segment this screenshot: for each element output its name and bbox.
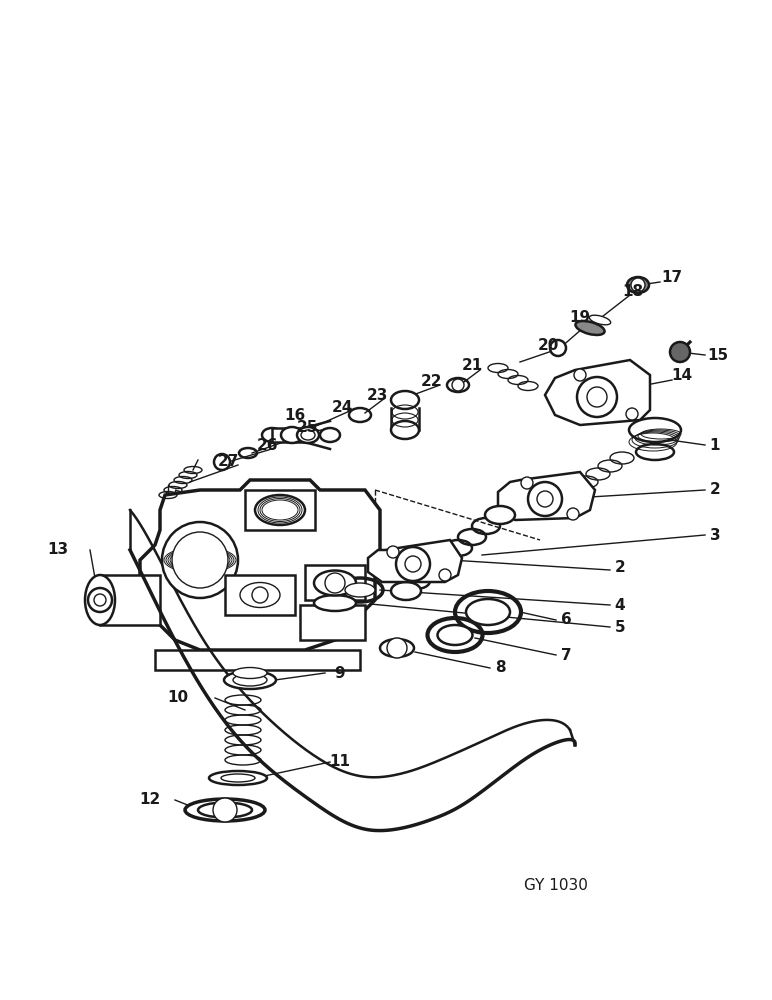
Circle shape: [396, 547, 430, 581]
Circle shape: [88, 588, 112, 612]
Ellipse shape: [221, 774, 255, 782]
Text: 27: 27: [217, 454, 239, 470]
Text: 18: 18: [622, 284, 644, 300]
Ellipse shape: [233, 668, 267, 678]
Polygon shape: [155, 650, 360, 670]
Polygon shape: [368, 540, 462, 582]
Text: GY 1030: GY 1030: [524, 878, 587, 892]
Circle shape: [405, 556, 421, 572]
Polygon shape: [140, 480, 380, 650]
Text: 7: 7: [560, 648, 571, 662]
Circle shape: [452, 379, 464, 391]
Ellipse shape: [627, 277, 649, 293]
Ellipse shape: [198, 802, 252, 818]
Ellipse shape: [224, 671, 276, 689]
Circle shape: [631, 278, 645, 292]
Text: 3: 3: [709, 528, 720, 542]
Circle shape: [521, 477, 533, 489]
Circle shape: [528, 482, 562, 516]
Text: 1: 1: [709, 438, 720, 452]
Text: 11: 11: [330, 754, 350, 770]
Ellipse shape: [466, 599, 510, 625]
Text: 26: 26: [257, 438, 279, 452]
Text: 10: 10: [168, 690, 188, 706]
Text: 8: 8: [495, 660, 506, 676]
Ellipse shape: [629, 418, 681, 442]
Text: 4: 4: [615, 597, 625, 612]
Ellipse shape: [589, 315, 611, 325]
Circle shape: [550, 340, 566, 356]
Circle shape: [214, 454, 230, 470]
Circle shape: [94, 594, 106, 606]
Circle shape: [325, 573, 345, 593]
Ellipse shape: [297, 427, 319, 443]
Polygon shape: [100, 575, 160, 625]
Polygon shape: [245, 490, 315, 530]
Polygon shape: [225, 575, 295, 615]
Ellipse shape: [281, 427, 303, 443]
Ellipse shape: [391, 391, 419, 409]
Polygon shape: [300, 605, 365, 640]
Ellipse shape: [240, 582, 280, 607]
Circle shape: [577, 377, 617, 417]
Circle shape: [439, 569, 451, 581]
Text: 22: 22: [422, 374, 443, 389]
Text: 14: 14: [672, 368, 692, 383]
Text: 2: 2: [709, 483, 720, 497]
Polygon shape: [272, 428, 308, 442]
Text: 12: 12: [140, 792, 161, 808]
Text: 25: 25: [296, 420, 318, 436]
Text: 19: 19: [570, 310, 591, 326]
Ellipse shape: [345, 583, 375, 597]
Text: 6: 6: [560, 612, 571, 628]
Circle shape: [387, 546, 399, 558]
Ellipse shape: [314, 595, 356, 611]
Circle shape: [172, 532, 228, 588]
Ellipse shape: [314, 570, 356, 595]
Circle shape: [387, 638, 407, 658]
Circle shape: [670, 342, 690, 362]
Ellipse shape: [233, 674, 267, 686]
Text: 20: 20: [537, 338, 559, 354]
Circle shape: [626, 408, 638, 420]
Ellipse shape: [209, 771, 267, 785]
Ellipse shape: [185, 799, 265, 821]
Ellipse shape: [301, 430, 315, 440]
Text: 13: 13: [47, 542, 69, 558]
Text: 21: 21: [462, 358, 482, 372]
Polygon shape: [305, 565, 365, 600]
Text: 16: 16: [284, 408, 306, 422]
Circle shape: [252, 587, 268, 603]
Circle shape: [537, 491, 553, 507]
Ellipse shape: [391, 421, 419, 439]
Ellipse shape: [438, 625, 472, 645]
Text: 17: 17: [662, 270, 682, 286]
Polygon shape: [545, 360, 650, 425]
Text: 24: 24: [331, 400, 353, 416]
Text: 23: 23: [366, 387, 388, 402]
Circle shape: [587, 387, 607, 407]
Circle shape: [162, 522, 238, 598]
Polygon shape: [498, 472, 595, 520]
Ellipse shape: [636, 444, 674, 460]
Ellipse shape: [262, 428, 282, 442]
Ellipse shape: [391, 582, 421, 600]
Text: 2: 2: [615, 560, 625, 576]
Text: 9: 9: [335, 666, 345, 680]
Ellipse shape: [85, 575, 115, 625]
Ellipse shape: [575, 321, 604, 335]
Circle shape: [567, 508, 579, 520]
Ellipse shape: [380, 639, 414, 657]
Circle shape: [574, 369, 586, 381]
Text: 5: 5: [615, 619, 625, 635]
Ellipse shape: [485, 506, 515, 524]
Ellipse shape: [320, 428, 340, 442]
Text: 15: 15: [707, 348, 729, 362]
Circle shape: [213, 798, 237, 822]
Ellipse shape: [255, 495, 305, 525]
